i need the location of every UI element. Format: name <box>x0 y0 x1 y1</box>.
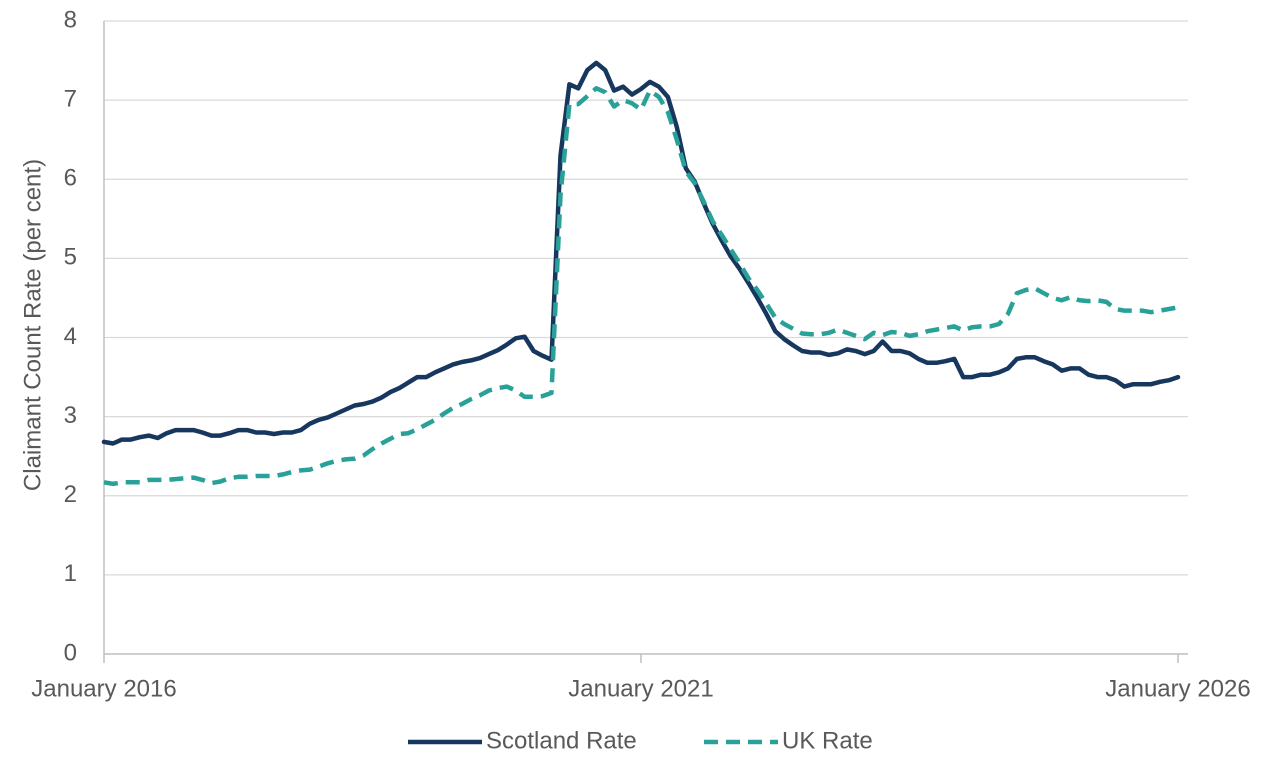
y-tick-label: 7 <box>64 85 77 112</box>
series-line-scotland-rate <box>101 60 1181 446</box>
x-tick-label: January 2021 <box>568 675 713 702</box>
legend-label: UK Rate <box>782 727 873 754</box>
y-tick-label: 1 <box>64 560 77 587</box>
x-tick-label: January 2016 <box>31 675 176 702</box>
y-tick-label: 5 <box>64 244 77 271</box>
y-axis-title: Claimant Count Rate (per cent) <box>19 159 46 491</box>
series-lines <box>101 60 1181 487</box>
y-tick-label: 2 <box>64 481 77 508</box>
legend: Scotland Rate UK Rate <box>408 727 873 754</box>
y-tick-label: 6 <box>64 165 77 192</box>
y-tick-label: 3 <box>64 402 77 429</box>
legend-label: Scotland Rate <box>486 727 637 754</box>
y-axis-ticks: 0 1 2 3 4 5 6 7 8 <box>64 6 77 666</box>
x-axis: January 2016 January 2021 January 2026 <box>31 21 1251 702</box>
y-tick-label: 8 <box>64 6 77 33</box>
y-tick-label: 0 <box>64 639 77 666</box>
series-line-uk-rate <box>103 86 1179 487</box>
y-tick-label: 4 <box>64 323 77 350</box>
x-tick-label: January 2026 <box>1105 675 1250 702</box>
gridlines <box>104 20 1188 576</box>
